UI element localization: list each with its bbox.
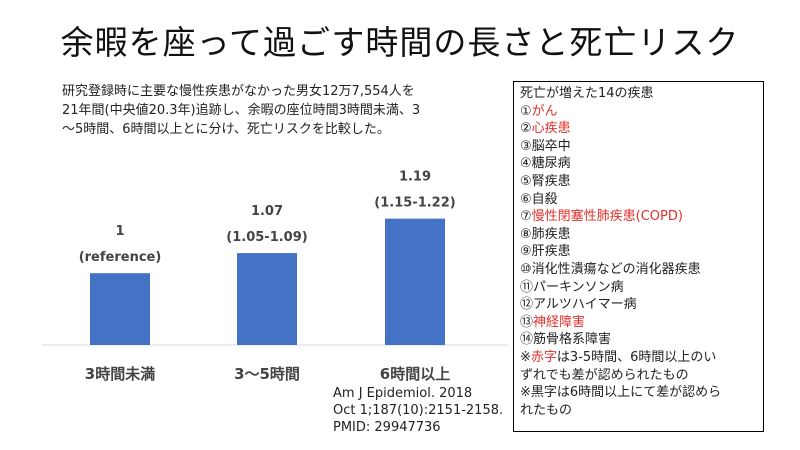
disease-item: ⑥自殺	[520, 191, 757, 209]
disease-item: ③脳卒中	[520, 138, 757, 156]
disease-item: ⑭筋骨格系障害	[520, 331, 757, 349]
note-red-word: 赤字	[530, 349, 557, 365]
description-line: 21年間(中央値20.3年)追跡し、余暇の座位時間3時間未満、3	[62, 103, 421, 118]
disease-name: 心疾患	[531, 121, 571, 137]
black-text-note-cont: れたもの	[520, 402, 573, 418]
bar	[237, 253, 297, 345]
ci-label: (reference)	[79, 250, 162, 265]
disease-box-title: 死亡が増えた14の疾患	[520, 86, 654, 101]
disease-marker: ⑫	[520, 297, 534, 313]
disease-name: アルツハイマー病	[533, 297, 637, 313]
disease-marker: ⑦	[520, 209, 532, 225]
disease-name: 自殺	[531, 191, 558, 207]
disease-item: ⑪パーキンソン病	[520, 279, 757, 297]
disease-name: 慢性閉塞性肺疾患(COPD)	[531, 209, 683, 225]
bar	[385, 218, 445, 345]
disease-marker: ⑩	[520, 261, 532, 277]
disease-marker: ①	[520, 103, 532, 119]
ci-label: (1.15-1.22)	[374, 196, 455, 211]
category-label: 6時間以上	[380, 365, 450, 383]
disease-marker: ⑪	[520, 279, 534, 295]
disease-item: ⑨肝疾患	[520, 243, 757, 261]
study-description: 研究登録時に主要な慢性疾患がなかった男女12万7,554人を 21年間(中央値2…	[62, 82, 482, 139]
disease-name: 糖尿病	[531, 156, 571, 172]
disease-list-box: 死亡が増えた14の疾患 ①がん ②心疾患 ③脳卒中 ④糖尿病 ⑤腎疾患 ⑥自殺 ⑦慢性閉塞性…	[513, 81, 764, 432]
category-label: 3時間未満	[85, 365, 155, 383]
black-text-note: ※黒字は6時間以上にて差が認めら	[520, 385, 722, 401]
bar	[90, 273, 150, 345]
disease-item: ⑦慢性閉塞性肺疾患(COPD)	[520, 208, 757, 226]
disease-marker: ⑨	[520, 244, 532, 260]
red-text-note-cont: ずれでも差が認められたもの	[520, 367, 689, 383]
disease-name: 肺疾患	[531, 226, 571, 242]
disease-item: ⑫アルツハイマー病	[520, 296, 757, 314]
disease-name: 神経障害	[533, 314, 586, 330]
disease-marker: ⑭	[520, 332, 534, 348]
value-label: 1.07	[251, 204, 283, 219]
disease-name: 消化性潰瘍などの消化器疾患	[531, 261, 701, 277]
citation-line: PMID: 29947736	[333, 420, 441, 435]
risk-bar-chart: (reference) 1 3時間未満 (1.05-1.09) 1.07 3〜5時間 (1.…	[42, 170, 508, 383]
disease-item: ⑧肺疾患	[520, 226, 757, 244]
description-line: 〜5時間、6時間以上とに分け、死亡リスクを比較した。	[62, 122, 390, 137]
note-red-rest: は3-5時間、6時間以上のい	[556, 349, 717, 365]
disease-name: がん	[531, 103, 558, 119]
slide-title: 余暇を座って過ごす時間の長さと死亡リスク	[60, 23, 740, 62]
disease-marker: ⑧	[520, 226, 532, 242]
citation-line: Am J Epidemiol. 2018	[333, 386, 473, 401]
value-label: 1	[115, 224, 124, 239]
citation-line: Oct 1;187(10):2151-2158.	[333, 403, 504, 418]
disease-list: ①がん ②心疾患 ③脳卒中 ④糖尿病 ⑤腎疾患 ⑥自殺 ⑦慢性閉塞性肺疾患(COPD) ⑧肺疾…	[520, 103, 757, 349]
disease-marker: ⑥	[520, 191, 532, 207]
value-label: 1.19	[399, 170, 431, 185]
description-line: 研究登録時に主要な慢性疾患がなかった男女12万7,554人を	[62, 84, 415, 99]
disease-name: 肝疾患	[531, 244, 571, 260]
disease-item: ②心疾患	[520, 120, 757, 138]
citation: Am J Epidemiol. 2018 Oct 1;187(10):2151-…	[333, 385, 503, 436]
disease-item: ①がん	[520, 103, 757, 121]
disease-name: 腎疾患	[531, 173, 571, 189]
disease-marker: ③	[520, 138, 532, 154]
disease-marker: ②	[520, 121, 532, 137]
red-text-note: ※赤字は3-5時間、6時間以上のい	[520, 349, 757, 367]
disease-marker: ⑬	[520, 314, 534, 330]
disease-marker: ④	[520, 156, 532, 172]
disease-name: 筋骨格系障害	[533, 332, 612, 348]
disease-name: 脳卒中	[531, 138, 571, 154]
disease-item: ⑬神経障害	[520, 314, 757, 332]
note-prefix: ※	[520, 349, 531, 365]
disease-item: ④糖尿病	[520, 155, 757, 173]
ci-label: (1.05-1.09)	[226, 230, 307, 245]
disease-item: ⑩消化性潰瘍などの消化器疾患	[520, 261, 757, 279]
disease-marker: ⑤	[520, 173, 532, 189]
disease-item: ⑤腎疾患	[520, 173, 757, 191]
category-label: 3〜5時間	[234, 365, 300, 383]
disease-name: パーキンソン病	[533, 279, 624, 295]
